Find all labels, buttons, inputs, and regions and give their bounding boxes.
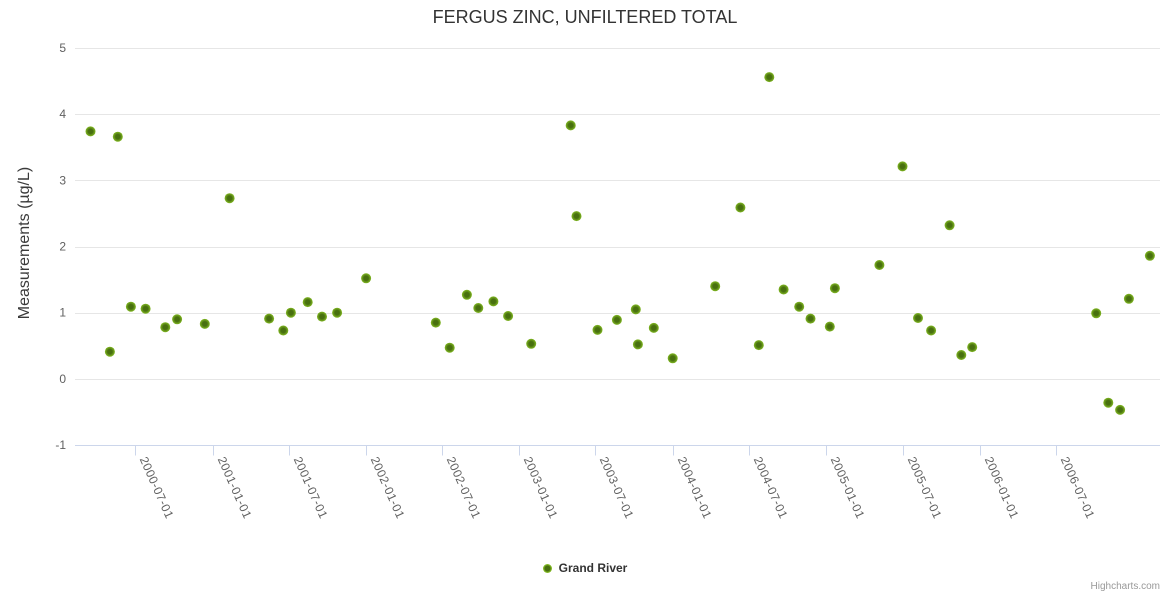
data-point[interactable]	[829, 283, 840, 294]
data-point[interactable]	[503, 311, 514, 321]
data-point[interactable]	[805, 313, 816, 324]
data-point[interactable]	[897, 161, 908, 172]
data-point[interactable]	[160, 322, 171, 333]
data-point[interactable]	[430, 317, 441, 328]
data-point[interactable]	[526, 338, 537, 349]
x-axis-tick-label: 2003-07-01	[597, 455, 637, 521]
data-point[interactable]	[140, 303, 151, 314]
data-point[interactable]	[630, 304, 641, 315]
data-point[interactable]	[199, 318, 210, 329]
legend-item-label: Grand River	[558, 561, 628, 575]
data-point[interactable]	[753, 340, 764, 351]
data-point[interactable]	[224, 193, 235, 204]
data-point[interactable]	[278, 325, 289, 336]
data-point[interactable]	[461, 289, 472, 300]
x-axis-tick-label: 2001-07-01	[291, 455, 331, 521]
data-point[interactable]	[913, 313, 923, 323]
data-point[interactable]	[125, 301, 136, 312]
data-point[interactable]	[764, 72, 775, 83]
x-axis-tick-label: 2004-01-01	[675, 455, 715, 521]
data-point[interactable]	[824, 321, 835, 332]
data-point[interactable]	[361, 273, 372, 284]
data-point[interactable]	[302, 297, 313, 308]
data-point[interactable]	[778, 284, 789, 295]
x-axis-tick-label: 2000-07-01	[137, 455, 177, 521]
data-point[interactable]	[473, 303, 484, 313]
data-point[interactable]	[332, 307, 343, 318]
y-axis-tick-label: -1	[55, 438, 66, 452]
data-point[interactable]	[1091, 308, 1102, 319]
data-point[interactable]	[285, 307, 296, 318]
data-point[interactable]	[710, 281, 721, 292]
x-axis-tick-label: 2006-01-01	[982, 455, 1022, 521]
data-point[interactable]	[794, 301, 805, 312]
y-axis-tick-label: 2	[59, 240, 66, 254]
x-axis-tick-label: 2005-01-01	[828, 455, 868, 521]
y-axis-tick-label: 4	[59, 107, 66, 121]
data-point[interactable]	[1103, 397, 1114, 408]
chart-title: FERGUS ZINC, UNFILTERED TOTAL	[432, 7, 738, 27]
y-axis-tick-label: 3	[59, 173, 66, 187]
data-point[interactable]	[926, 325, 937, 336]
x-axis-tick-label: 2003-01-01	[521, 455, 561, 521]
data-point[interactable]	[956, 350, 967, 360]
data-point[interactable]	[632, 339, 643, 350]
data-point[interactable]	[592, 324, 603, 335]
x-axis-tick-label: 2002-07-01	[444, 455, 484, 521]
x-axis-tick-label: 2001-01-01	[215, 455, 255, 521]
data-point[interactable]	[967, 342, 978, 353]
highcharts-credit-link[interactable]: Highcharts.com	[1090, 581, 1160, 592]
data-point[interactable]	[611, 314, 622, 325]
data-point[interactable]	[648, 322, 659, 333]
data-point[interactable]	[317, 311, 327, 322]
x-axis-tick-label: 2005-07-01	[905, 455, 945, 521]
data-point[interactable]	[571, 211, 582, 222]
data-point[interactable]	[104, 346, 115, 357]
data-point[interactable]	[565, 120, 576, 131]
data-point[interactable]	[1144, 250, 1155, 261]
data-point[interactable]	[172, 314, 183, 325]
y-axis-tick-label: 0	[59, 372, 66, 386]
data-point[interactable]	[1115, 404, 1126, 415]
data-point[interactable]	[874, 260, 885, 270]
data-point[interactable]	[1123, 293, 1134, 304]
y-axis-tick-label: 5	[59, 41, 66, 55]
data-point[interactable]	[667, 353, 678, 364]
y-axis-tick-label: 1	[59, 306, 66, 320]
legend-item[interactable]: Grand River	[0, 561, 1170, 575]
data-point[interactable]	[85, 126, 96, 137]
legend-marker-icon	[542, 563, 552, 573]
data-point[interactable]	[264, 313, 275, 324]
data-point[interactable]	[944, 220, 955, 231]
x-axis-tick-label: 2002-01-01	[368, 455, 408, 521]
data-point[interactable]	[488, 296, 499, 307]
x-axis-tick-label: 2006-07-01	[1058, 455, 1098, 521]
data-point[interactable]	[444, 342, 455, 353]
x-axis-tick-label: 2004-07-01	[751, 455, 791, 521]
data-point[interactable]	[735, 202, 746, 213]
data-point[interactable]	[112, 131, 123, 142]
